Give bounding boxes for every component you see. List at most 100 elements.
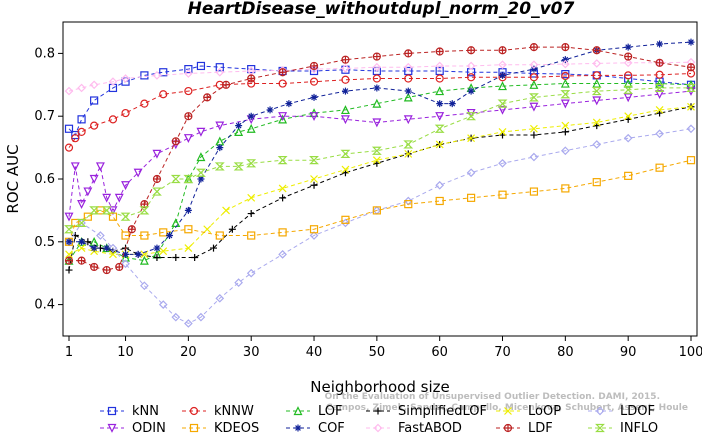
legend-label: LOF	[318, 404, 343, 419]
data-point-cof	[404, 87, 412, 95]
data-point-inflo	[233, 162, 244, 171]
data-point-inflo	[246, 159, 257, 168]
data-point-lof	[623, 78, 633, 88]
data-point-fastabod	[372, 62, 382, 72]
data-point-odin	[435, 112, 445, 122]
data-point-ldf	[404, 49, 413, 58]
data-point-inflo	[560, 90, 571, 99]
data-point-fastabod	[529, 60, 539, 70]
data-point-loop	[109, 250, 117, 259]
legend-marker-cof	[294, 424, 302, 432]
data-point-ldf	[278, 68, 287, 77]
data-point-simplifiedlof	[210, 244, 218, 252]
x-tick-label: 40	[306, 345, 323, 360]
legend-item-kdeos: KDEOS	[182, 421, 259, 434]
data-point-knn	[90, 96, 99, 105]
legend-label: LDF	[528, 421, 553, 434]
x-tick-label: 50	[369, 345, 386, 360]
legend-label: ODIN	[132, 421, 166, 434]
data-point-kdeos	[655, 163, 664, 172]
data-point-inflo	[277, 156, 288, 165]
data-point-fastabod	[309, 64, 319, 74]
data-point-lof	[139, 255, 149, 265]
data-point-cof	[184, 206, 192, 214]
data-point-lof	[278, 114, 288, 124]
y-tick-label: 0.5	[34, 235, 55, 250]
data-point-kdeos	[372, 206, 381, 215]
x-tick-label: 60	[431, 345, 448, 360]
data-point-inflo	[340, 149, 351, 158]
legend-marker-knn	[107, 406, 117, 416]
data-point-odin	[498, 105, 507, 115]
data-point-kdeos	[686, 156, 696, 165]
data-point-kdeos	[215, 231, 224, 240]
chart-title: HeartDisease_withoutdupl_norm_20_v07	[188, 0, 575, 19]
data-point-knnw	[140, 99, 149, 108]
data-point-knn	[159, 68, 168, 77]
data-point-kdeos	[404, 200, 413, 209]
legend-label: LDOF	[620, 404, 655, 419]
citation-watermark-line2: Campos, Zimek, Sander, Campello, Micenko…	[326, 403, 688, 413]
data-point-ldf	[115, 262, 124, 272]
legend-marker-knnw	[189, 406, 199, 416]
data-point-ldf	[152, 174, 162, 184]
data-point-inflo	[654, 83, 665, 93]
data-point-ldf	[309, 61, 319, 71]
data-point-loop	[372, 156, 381, 165]
data-point-knn	[247, 64, 256, 74]
data-point-kdeos	[108, 212, 118, 221]
data-point-kdeos	[140, 231, 149, 240]
data-point-cof	[624, 43, 632, 51]
data-point-knnw	[159, 90, 168, 99]
data-point-knn	[184, 64, 193, 74]
legend-item-knnw: kNNW	[182, 404, 254, 419]
data-point-cof	[561, 56, 569, 64]
data-point-knnw	[77, 127, 86, 136]
data-point-inflo	[528, 93, 539, 102]
data-point-simplifiedlof	[310, 181, 318, 189]
data-point-ldof	[158, 300, 168, 309]
data-point-ldof	[623, 133, 633, 143]
data-point-odin	[309, 112, 319, 122]
data-point-ldf	[655, 58, 664, 67]
data-point-inflo	[466, 112, 477, 121]
data-point-odin	[70, 162, 80, 172]
data-point-fastabod	[64, 86, 74, 96]
data-point-cof	[448, 100, 456, 108]
y-tick-label: 0.7	[34, 109, 55, 124]
data-point-loop	[687, 102, 695, 111]
data-point-kdeos	[96, 206, 105, 215]
data-point-kdeos	[184, 225, 193, 234]
legend-label: INFLO	[620, 421, 658, 434]
x-tick-label: 100	[679, 345, 702, 360]
data-point-loop	[159, 247, 168, 256]
data-point-ldof	[592, 140, 602, 149]
data-point-fastabod	[498, 60, 507, 70]
data-point-kdeos	[498, 190, 507, 199]
data-point-ldf	[64, 256, 74, 265]
data-point-kdeos	[341, 215, 350, 224]
data-point-loop	[624, 112, 633, 121]
data-point-ldof	[184, 319, 193, 328]
data-point-inflo	[591, 86, 602, 96]
data-point-fastabod	[623, 58, 633, 68]
data-point-fastabod	[592, 59, 602, 68]
data-point-inflo	[183, 174, 194, 184]
axis-ticks: 1 10 20 30 40 50 60 70 80 90 100 0.4 0.5 0.6 0.7 0.8	[34, 46, 702, 360]
data-point-odin	[278, 112, 288, 122]
data-point-ldof	[215, 293, 225, 303]
data-point-simplifiedlof	[191, 254, 199, 261]
data-point-inflo	[686, 83, 696, 93]
data-point-ldf	[203, 93, 212, 102]
x-tick-label: 10	[117, 345, 134, 360]
data-point-kdeos	[309, 225, 319, 234]
series-kdeos	[64, 156, 696, 246]
data-point-simplifiedlof	[530, 131, 538, 139]
legend-marker-inflo	[595, 423, 605, 433]
data-point-inflo	[403, 140, 414, 149]
data-point-knnw	[309, 77, 319, 86]
legend-marker-simplifiedlof	[374, 407, 382, 415]
data-point-ldof	[435, 180, 445, 190]
series-line-kdeos	[68, 159, 692, 242]
x-tick-label: 90	[620, 345, 637, 360]
